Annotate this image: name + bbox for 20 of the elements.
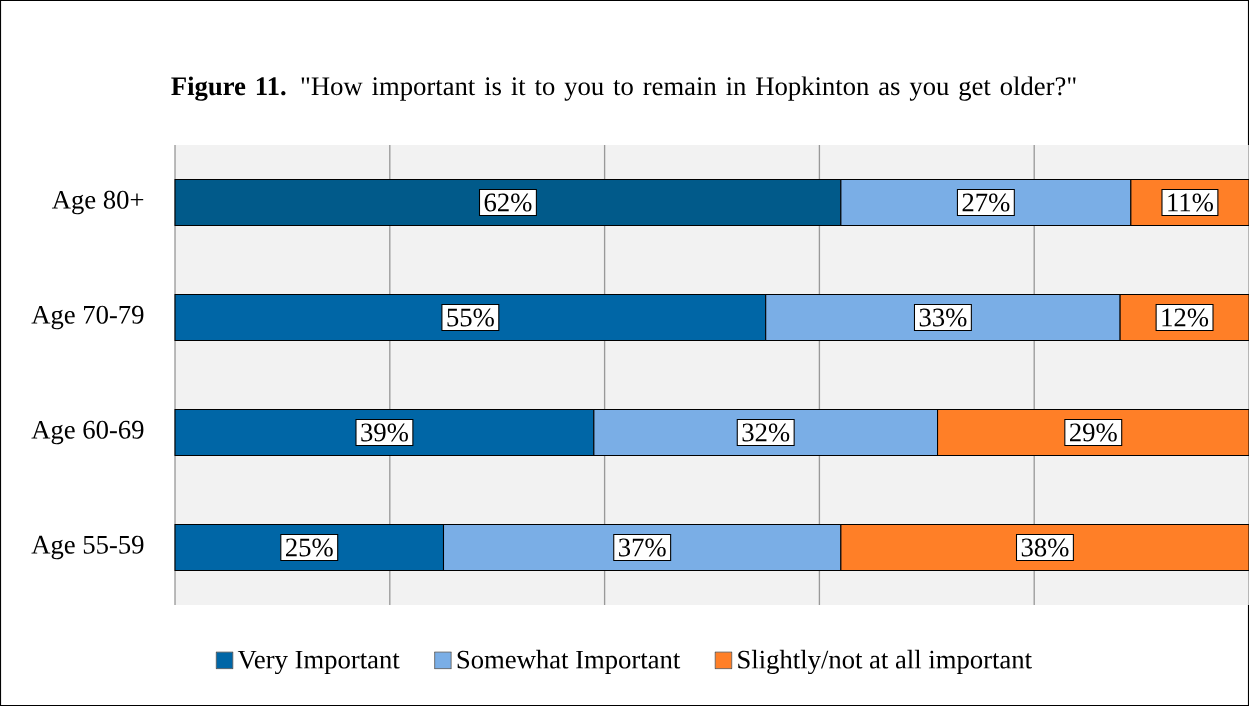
legend-label: Very Important <box>237 650 400 675</box>
data-label: 38% <box>1021 538 1069 557</box>
data-label: 32% <box>742 423 790 442</box>
data-label: 25% <box>285 538 333 557</box>
data-label: 62% <box>484 193 532 212</box>
data-label: 12% <box>1162 308 1209 327</box>
y-tick-label: Age 55-59 <box>31 535 144 560</box>
data-label: 33% <box>919 308 967 327</box>
y-tick-label: Age 60-69 <box>31 420 144 445</box>
data-label: 11% <box>1168 193 1213 212</box>
data-label: 37% <box>619 538 666 557</box>
legend-label: Somewhat Important <box>457 649 681 675</box>
data-label: 55% <box>447 308 494 327</box>
y-tick-label: Age 70-79 <box>31 305 144 330</box>
y-tick-label: Age 80+ <box>51 190 144 215</box>
data-label: 27% <box>962 193 1010 212</box>
data-label: 29% <box>1070 423 1117 442</box>
chart-title: Figure 11. "How important is it to you to remain in Hopkinton as you get older?" <box>171 76 1076 101</box>
data-label: 39% <box>361 423 408 442</box>
legend-label: Slightly/not at all important <box>738 649 1032 675</box>
